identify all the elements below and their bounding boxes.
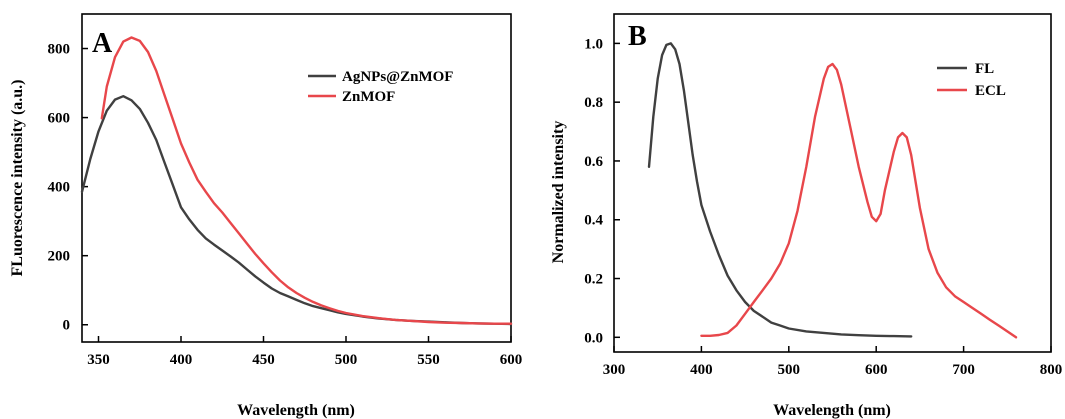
plot-frame-a xyxy=(81,13,512,343)
panel-label-a: A xyxy=(92,28,113,59)
x-axis-title-a: Wavelength (nm) xyxy=(237,402,355,419)
series-line-fl xyxy=(647,42,913,338)
y-tick-label: 400 xyxy=(48,180,71,196)
x-axis-title-b: Wavelength (nm) xyxy=(773,402,891,419)
x-tick-label: 400 xyxy=(170,352,193,368)
y-tick-label: 0.2 xyxy=(584,272,603,288)
series-a xyxy=(80,36,513,326)
panel-a: 0 200 400 600 800 350 400 450 500 550 600 A Wavel… xyxy=(9,13,522,419)
x-tick-label: 500 xyxy=(335,352,358,368)
legend-label-agnps-znmof: AgNPs@ZnMOF xyxy=(342,69,453,85)
legend-label-ecl: ECL xyxy=(975,83,1006,99)
y-axis-title-b: Normalized intensity xyxy=(550,121,567,264)
y-tick-label: 0 xyxy=(63,318,71,334)
x-tick-label: 350 xyxy=(87,352,110,368)
series-line-agnps-znmof xyxy=(80,95,513,326)
y-tick-label: 0.8 xyxy=(584,95,603,111)
y-tick-label: 200 xyxy=(48,249,71,265)
series-b xyxy=(647,42,1018,339)
y-tick-label: 1.0 xyxy=(584,36,603,52)
series-line-ecl xyxy=(700,62,1018,339)
legend-label-znmof: ZnMOF xyxy=(342,89,395,105)
y-tick-label: 0.0 xyxy=(584,330,603,346)
y-tick-label: 0.6 xyxy=(584,154,603,170)
panel-b: 0.00.20.40.60.81.0 300 400 500 600 700 800 B … xyxy=(550,13,1063,419)
y-axis-title-a: FLuorescence intensity (a.u.) xyxy=(9,79,26,276)
x-tick-label: 450 xyxy=(252,352,275,368)
x-tick-label: 550 xyxy=(417,352,440,368)
x-tick-label: 600 xyxy=(500,352,523,368)
legend-label-fl: FL xyxy=(975,61,994,77)
legend-b: FL ECL xyxy=(937,61,1006,99)
y-ticks-b: 0.0 0.2 0.4 0.6 0.8 1.0 xyxy=(584,36,620,346)
series-line-znmof xyxy=(100,36,513,325)
x-ticks-b: 300 400 500 600 700 800 xyxy=(603,346,1063,378)
legend-a: AgNPs@ZnMOF ZnMOF xyxy=(308,69,453,105)
x-tick-label: 400 xyxy=(690,362,713,378)
plot-frame-b xyxy=(613,13,1052,353)
panel-label-b: B xyxy=(628,21,647,52)
y-tick-label: 600 xyxy=(48,111,71,127)
y-tick-label: 800 xyxy=(48,42,71,58)
x-ticks-a: 350 400 450 500 550 600 xyxy=(87,336,522,368)
x-tick-label: 300 xyxy=(603,362,626,378)
y-tick-label: 0.4 xyxy=(584,213,603,229)
x-tick-label: 600 xyxy=(865,362,888,378)
x-tick-label: 800 xyxy=(1040,362,1063,378)
x-tick-label: 700 xyxy=(952,362,975,378)
x-tick-label: 500 xyxy=(778,362,801,378)
y-ticks-a: 0 200 400 600 800 xyxy=(48,42,88,334)
